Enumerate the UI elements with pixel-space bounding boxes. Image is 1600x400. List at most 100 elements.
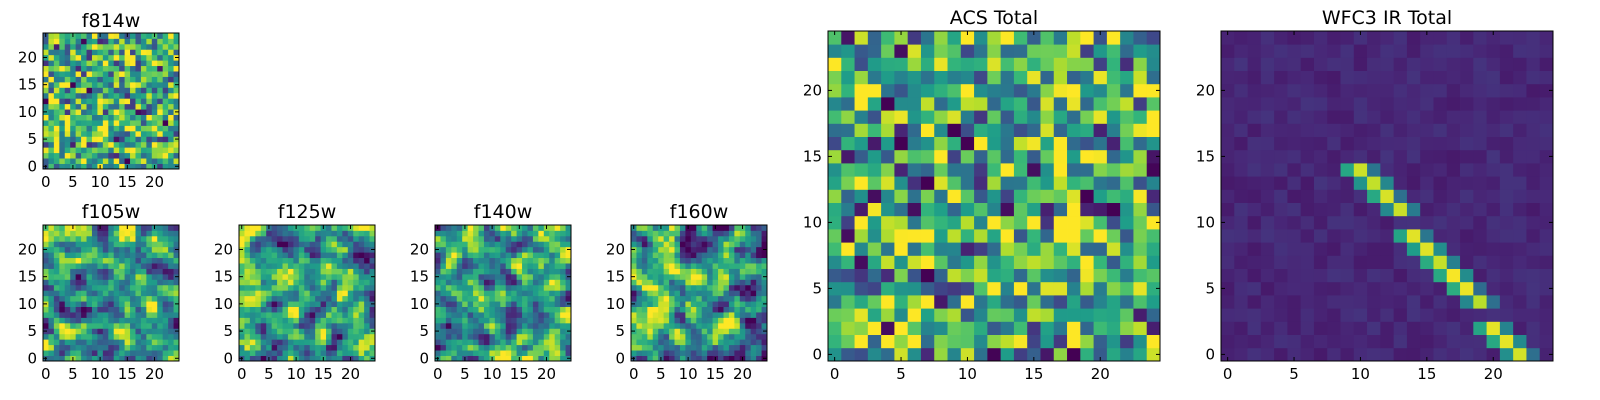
heatmap-cell: [920, 229, 935, 243]
heatmap-cell: [1499, 229, 1514, 243]
heatmap-cell: [1133, 255, 1148, 269]
heatmap-cell: [1000, 308, 1015, 322]
heatmap-cell: [43, 87, 49, 94]
heatmap-cell: [1340, 123, 1355, 137]
heatmap-cell: [1393, 308, 1408, 322]
heatmap-cell: [102, 273, 109, 280]
heatmap-cell: [560, 344, 566, 351]
heatmap-cell: [162, 114, 169, 121]
heatmap-cell: [483, 284, 490, 291]
heatmap-cell: [647, 317, 654, 324]
heatmap-cell: [712, 246, 719, 253]
heatmap-cell: [522, 279, 528, 286]
heatmap-cell: [287, 301, 294, 307]
heatmap-cell: [173, 317, 180, 324]
heatmap-cell: [907, 176, 922, 190]
heatmap-cell: [342, 306, 349, 313]
heatmap-cell: [1380, 321, 1395, 335]
heatmap-cell: [707, 328, 713, 335]
heatmap-cell: [91, 103, 98, 110]
heatmap-cell: [266, 230, 273, 237]
heatmap-cell: [75, 306, 82, 313]
heatmap-cell: [500, 252, 507, 259]
heatmap-cell: [75, 38, 82, 45]
heatmap-cell: [282, 317, 289, 324]
heatmap-cell: [522, 339, 528, 346]
x-tick-label: 10: [483, 365, 502, 383]
heatmap-cell: [674, 328, 681, 335]
heatmap-cell: [652, 230, 659, 237]
heatmap-cell: [1420, 176, 1434, 190]
heatmap-cell: [527, 350, 534, 356]
heatmap-cell: [298, 355, 305, 362]
heatmap-cell: [43, 306, 49, 313]
heatmap-cell: [489, 322, 496, 329]
heatmap-cell: [48, 257, 55, 264]
heatmap-cell: [353, 317, 360, 324]
heatmap-cell: [728, 355, 735, 362]
heatmap-cell: [168, 76, 174, 83]
heatmap-cell: [146, 312, 153, 318]
heatmap-cell: [1420, 347, 1434, 362]
heatmap-cell: [854, 215, 869, 230]
heatmap-cell: [309, 350, 316, 356]
heatmap-cell: [97, 328, 104, 335]
x-tick-label: 0: [237, 365, 247, 383]
heatmap-cell: [53, 344, 60, 351]
y-tick-label: 20: [18, 240, 37, 258]
heatmap-cell: [728, 333, 735, 340]
heatmap-cell: [854, 202, 869, 217]
heatmap-cell: [1473, 163, 1487, 177]
heatmap-cell: [828, 123, 842, 137]
heatmap-cell: [647, 295, 654, 302]
heatmap-cell: [522, 306, 528, 313]
heatmap-cell: [745, 355, 752, 362]
heatmap-cell: [364, 257, 370, 264]
heatmap-cell: [151, 65, 158, 72]
heatmap-cell: [658, 290, 665, 297]
heatmap-cell: [81, 306, 87, 313]
heatmap-cell: [674, 339, 681, 346]
heatmap-cell: [135, 284, 142, 291]
heatmap-cell: [1027, 97, 1041, 111]
heatmap-cell: [140, 109, 147, 115]
heatmap-cell: [119, 295, 125, 302]
heatmap-cell: [59, 71, 66, 77]
heatmap-cell: [734, 268, 741, 275]
heatmap-cell: [168, 81, 174, 88]
heatmap-cell: [462, 279, 469, 286]
heatmap-cell: [467, 284, 474, 291]
heatmap-cell: [641, 301, 648, 307]
heatmap-cell: [987, 202, 1002, 217]
heatmap-cell: [987, 255, 1002, 269]
heatmap-cell: [1093, 136, 1108, 151]
heatmap-cell: [1526, 268, 1541, 283]
heatmap-cell: [934, 189, 948, 203]
heatmap-cell: [1473, 57, 1487, 71]
heatmap-cell: [140, 152, 147, 159]
heatmap-cell: [43, 279, 49, 286]
heatmap-cell: [734, 284, 741, 291]
heatmap-cell: [102, 257, 109, 264]
heatmap-cell: [674, 284, 681, 291]
heatmap-cell: [260, 235, 267, 242]
heatmap-cell: [1260, 83, 1275, 98]
heatmap-cell: [277, 322, 283, 329]
heatmap-cell: [124, 263, 131, 269]
heatmap-cell: [641, 246, 648, 253]
heatmap-cell: [987, 136, 1002, 151]
heatmap-cell: [1460, 44, 1474, 58]
heatmap-cell: [1120, 136, 1134, 151]
heatmap-cell: [1274, 242, 1288, 256]
heatmap-cell: [1120, 347, 1134, 362]
heatmap-cell: [119, 355, 125, 362]
heatmap-cell: [960, 242, 975, 256]
heatmap-cell: [1473, 229, 1487, 243]
heatmap-cell: [282, 273, 289, 280]
heatmap-cell: [140, 350, 147, 356]
heatmap-cell: [64, 114, 71, 121]
heatmap-cell: [707, 350, 713, 356]
heatmap-cell: [685, 241, 692, 248]
heatmap-cell: [907, 295, 922, 309]
